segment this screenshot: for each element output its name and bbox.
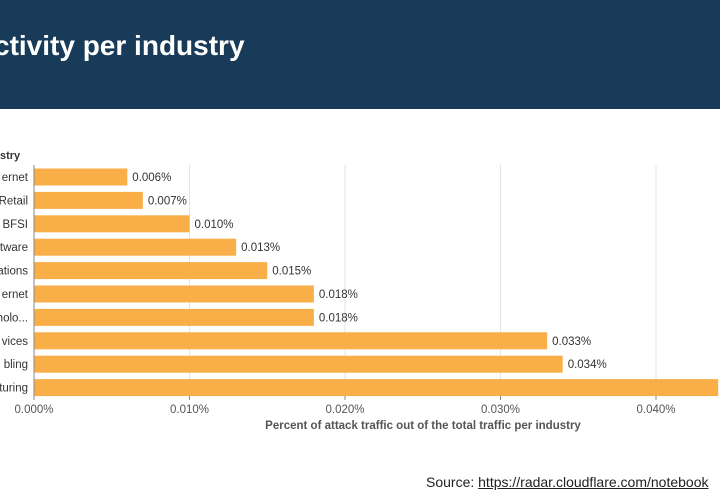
y-axis-title: stry (0, 150, 21, 162)
bar (34, 332, 548, 350)
x-tick-label: 0.020% (325, 404, 364, 416)
data-label: 0.018% (319, 289, 358, 301)
bar (34, 308, 314, 326)
data-label: 0.034% (568, 359, 607, 371)
bar (34, 238, 237, 256)
data-label: 0.015% (272, 266, 311, 278)
category-label: ations (0, 266, 28, 278)
data-label: 0.007% (148, 195, 187, 207)
x-tick-label: 0.030% (481, 404, 520, 416)
x-tick-label: 0.040% (636, 404, 675, 416)
page-title: ctivity per industry (0, 30, 245, 61)
category-label: BFSI (2, 219, 28, 231)
data-label: 0.018% (319, 312, 358, 324)
source-note: Source: https://radar.cloudflare.com/not… (426, 474, 709, 490)
category-label: Retail (0, 195, 28, 207)
x-tick-label: 0.000% (14, 404, 53, 416)
category-label: turing (0, 383, 28, 395)
category-label: bling (4, 359, 28, 371)
bar (34, 191, 143, 209)
category-label: vices (2, 336, 28, 348)
category-label: ernet (2, 289, 29, 301)
bar (34, 168, 128, 186)
data-label: 0.006% (132, 172, 171, 184)
bar (34, 285, 314, 303)
source-prefix: Source: (426, 474, 479, 490)
data-label: 0.033% (552, 336, 591, 348)
data-label: 0.013% (241, 242, 280, 254)
bar (34, 262, 268, 280)
page-header: ctivity per industry (0, 0, 720, 109)
category-label: ernet (2, 172, 29, 184)
bar (34, 355, 563, 373)
x-axis-title: Percent of attack traffic out of the tot… (265, 420, 581, 432)
industry-bar-chart: stry ernet 0.006% Retail 0.007% BFSI 0.010% twa… (0, 150, 719, 432)
category-label: tware (0, 242, 28, 254)
source-link[interactable]: https://radar.cloudflare.com/notebook (478, 474, 709, 490)
bar (34, 379, 719, 397)
category-label: nolo... (0, 312, 28, 324)
x-tick-label: 0.010% (170, 404, 209, 416)
data-label: 0.010% (195, 219, 234, 231)
bar (34, 215, 190, 233)
